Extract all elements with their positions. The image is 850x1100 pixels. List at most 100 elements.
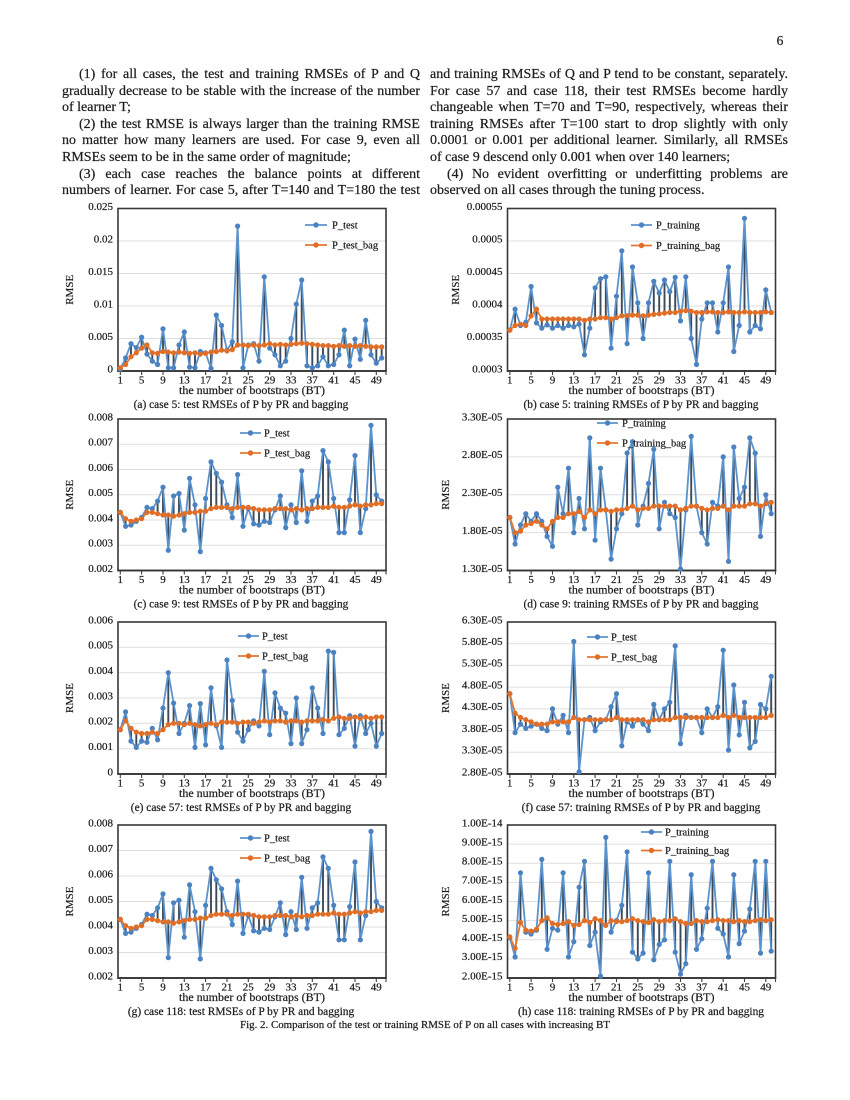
svg-text:49: 49 <box>371 574 383 586</box>
svg-text:13: 13 <box>179 778 191 790</box>
svg-text:49: 49 <box>760 375 772 387</box>
svg-text:1: 1 <box>118 982 124 994</box>
svg-text:9: 9 <box>160 375 166 387</box>
svg-text:33: 33 <box>675 982 687 994</box>
svg-text:0.005: 0.005 <box>88 894 113 906</box>
svg-text:37: 37 <box>696 982 708 994</box>
svg-text:9: 9 <box>550 574 556 586</box>
svg-text:13: 13 <box>568 982 580 994</box>
svg-text:45: 45 <box>350 574 362 586</box>
svg-text:21: 21 <box>611 574 622 586</box>
svg-text:45: 45 <box>739 375 751 387</box>
svg-text:6.30E-05: 6.30E-05 <box>462 614 503 626</box>
svg-text:49: 49 <box>760 982 772 994</box>
svg-text:0.001: 0.001 <box>88 741 113 753</box>
svg-text:21: 21 <box>611 778 622 790</box>
svg-text:37: 37 <box>307 574 319 586</box>
svg-text:5.30E-05: 5.30E-05 <box>462 658 503 670</box>
svg-text:1: 1 <box>507 778 513 790</box>
svg-text:37: 37 <box>307 375 319 387</box>
svg-text:33: 33 <box>675 574 687 586</box>
svg-text:1.00E-14: 1.00E-14 <box>462 817 503 829</box>
svg-text:6.00E-15: 6.00E-15 <box>462 894 503 906</box>
svg-text:37: 37 <box>696 778 708 790</box>
svg-text:49: 49 <box>371 778 383 790</box>
svg-text:29: 29 <box>264 574 276 586</box>
svg-text:(a) case 5: test RMSEs of P by: (a) case 5: test RMSEs of P by PR and ba… <box>134 399 349 411</box>
svg-text:25: 25 <box>632 574 644 586</box>
svg-text:0.006: 0.006 <box>88 462 113 474</box>
svg-text:0.006: 0.006 <box>88 868 113 880</box>
svg-text:5: 5 <box>139 375 145 387</box>
svg-text:13: 13 <box>179 982 191 994</box>
svg-text:the number of bootstraps (BT): the number of bootstraps (BT) <box>179 990 325 1004</box>
svg-text:41: 41 <box>718 375 729 387</box>
svg-text:P_test: P_test <box>611 633 637 644</box>
svg-text:37: 37 <box>696 375 708 387</box>
svg-text:13: 13 <box>568 778 580 790</box>
svg-text:33: 33 <box>286 778 298 790</box>
svg-text:the number of bootstraps (BT): the number of bootstraps (BT) <box>569 786 715 800</box>
svg-text:Fig. 2. Comparison of the test: Fig. 2. Comparison of the test or traini… <box>240 1019 610 1031</box>
svg-text:9: 9 <box>160 574 166 586</box>
svg-text:33: 33 <box>675 778 687 790</box>
svg-text:0.007: 0.007 <box>88 437 113 449</box>
svg-text:33: 33 <box>675 375 687 387</box>
svg-text:17: 17 <box>200 778 212 790</box>
svg-text:29: 29 <box>654 375 666 387</box>
svg-text:33: 33 <box>286 574 298 586</box>
svg-text:37: 37 <box>307 778 319 790</box>
svg-text:0.006: 0.006 <box>88 614 113 626</box>
svg-text:5: 5 <box>139 982 145 994</box>
svg-text:4.80E-05: 4.80E-05 <box>462 679 503 691</box>
svg-text:17: 17 <box>590 982 602 994</box>
svg-text:(f) case 57: training RMSEs of: (f) case 57: training RMSEs of P by PR a… <box>522 802 761 814</box>
svg-text:13: 13 <box>568 375 580 387</box>
svg-text:0: 0 <box>108 766 114 778</box>
svg-text:17: 17 <box>200 982 212 994</box>
svg-text:41: 41 <box>718 574 729 586</box>
svg-text:1: 1 <box>118 375 124 387</box>
svg-text:0.002: 0.002 <box>88 970 113 982</box>
svg-text:2.30E-05: 2.30E-05 <box>462 487 503 499</box>
svg-text:P_test_bag: P_test_bag <box>264 854 311 865</box>
svg-text:0.004: 0.004 <box>88 665 113 677</box>
svg-text:17: 17 <box>200 375 212 387</box>
svg-text:0.0003: 0.0003 <box>472 363 503 375</box>
svg-text:29: 29 <box>264 982 276 994</box>
svg-text:1.80E-05: 1.80E-05 <box>462 525 503 537</box>
svg-text:1.30E-05: 1.30E-05 <box>462 563 503 575</box>
svg-text:25: 25 <box>243 574 255 586</box>
svg-text:41: 41 <box>718 982 729 994</box>
svg-text:(e) case 57: test RMSEs of P b: (e) case 57: test RMSEs of P by PR and b… <box>131 802 352 814</box>
svg-text:41: 41 <box>718 778 729 790</box>
svg-text:33: 33 <box>286 982 298 994</box>
svg-text:0.004: 0.004 <box>88 919 113 931</box>
svg-text:0.002: 0.002 <box>88 563 113 575</box>
svg-text:0.00045: 0.00045 <box>467 266 503 278</box>
svg-text:5: 5 <box>139 778 145 790</box>
svg-text:RMSE: RMSE <box>64 886 76 916</box>
svg-text:P_training: P_training <box>622 419 666 430</box>
svg-text:17: 17 <box>590 778 602 790</box>
svg-text:4.00E-15: 4.00E-15 <box>462 932 503 944</box>
svg-text:0.008: 0.008 <box>88 817 113 829</box>
svg-text:RMSE: RMSE <box>64 683 76 713</box>
svg-text:49: 49 <box>760 778 772 790</box>
svg-text:9: 9 <box>550 982 556 994</box>
svg-text:7.00E-15: 7.00E-15 <box>462 875 503 887</box>
svg-text:1: 1 <box>507 574 513 586</box>
svg-text:21: 21 <box>611 375 622 387</box>
svg-text:0.005: 0.005 <box>88 640 113 652</box>
svg-text:49: 49 <box>371 375 383 387</box>
svg-text:0.003: 0.003 <box>88 690 113 702</box>
svg-text:25: 25 <box>243 375 255 387</box>
svg-text:P_test: P_test <box>264 429 290 440</box>
svg-text:4.30E-05: 4.30E-05 <box>462 701 503 713</box>
svg-text:the number of bootstraps (BT): the number of bootstraps (BT) <box>179 383 325 397</box>
svg-text:45: 45 <box>350 778 362 790</box>
svg-text:3.30E-05: 3.30E-05 <box>462 745 503 757</box>
svg-text:5: 5 <box>528 574 534 586</box>
svg-text:29: 29 <box>264 375 276 387</box>
svg-text:RMSE: RMSE <box>450 275 462 305</box>
